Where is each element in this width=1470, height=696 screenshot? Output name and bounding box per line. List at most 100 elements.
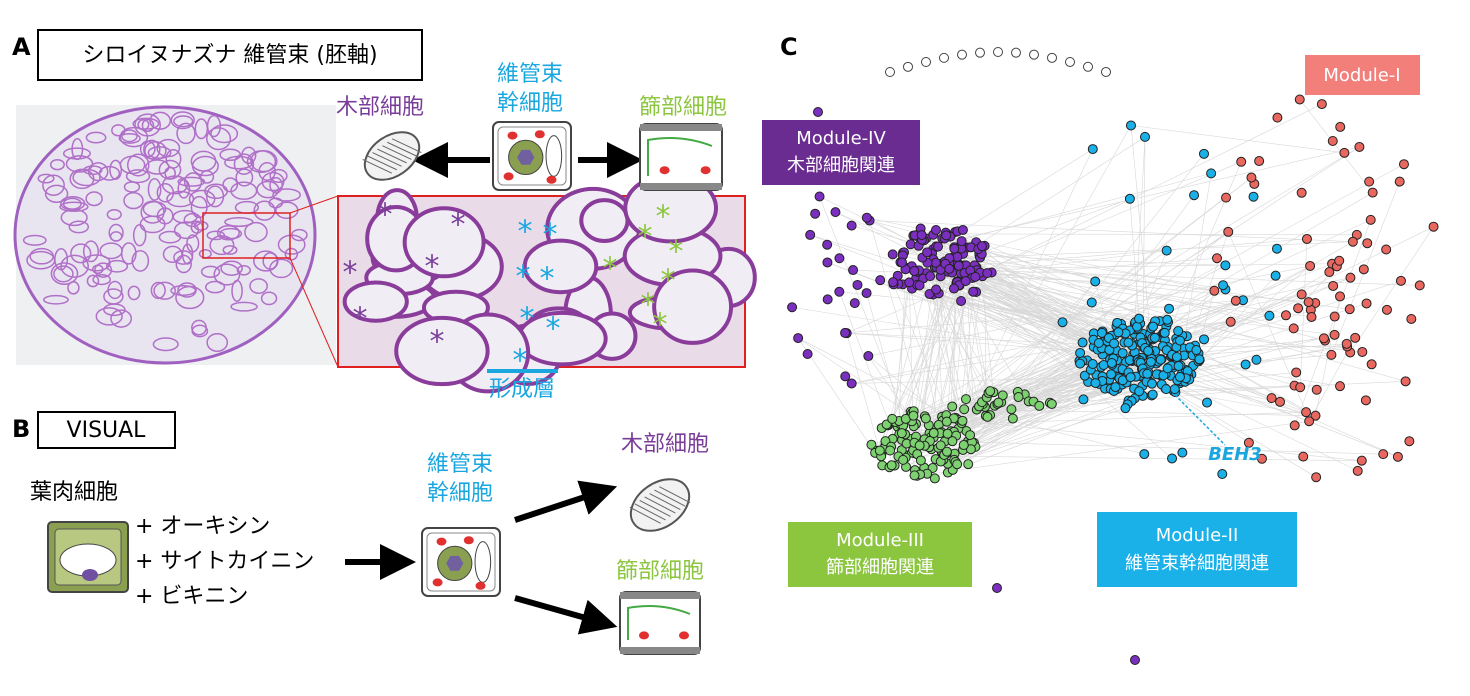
edge (1299, 238, 1308, 388)
cell-marker: * (661, 264, 676, 299)
node (1404, 436, 1415, 447)
node (1347, 236, 1358, 247)
node (968, 286, 979, 297)
node (1326, 349, 1337, 360)
node (814, 191, 825, 202)
node (997, 390, 1008, 401)
node (1206, 168, 1217, 179)
edge (1104, 219, 1371, 342)
xylem-icon (367, 155, 397, 171)
edge (1294, 219, 1371, 426)
node (1414, 280, 1425, 291)
module-name: Module-II (1156, 525, 1239, 546)
node (957, 224, 968, 235)
edge (1179, 372, 1297, 384)
module-desc: 木部細胞関連 (787, 155, 895, 176)
chloroplast (546, 175, 557, 184)
xylem-icon (387, 141, 417, 157)
node (1096, 327, 1107, 338)
node (1254, 156, 1265, 167)
edge (1130, 125, 1345, 154)
phloem-icon (619, 591, 701, 655)
cell (86, 274, 100, 288)
cell (216, 225, 240, 241)
cell (205, 280, 226, 294)
cell-marker: * (516, 260, 531, 295)
node (909, 470, 920, 481)
cell (258, 161, 276, 182)
node (1294, 94, 1305, 105)
node (1079, 370, 1090, 381)
node (1311, 384, 1322, 395)
node (1381, 244, 1392, 255)
cell (60, 208, 88, 227)
node (1106, 369, 1117, 380)
node (1125, 120, 1136, 131)
cell (269, 168, 288, 184)
node (1428, 221, 1439, 232)
node (1270, 270, 1281, 281)
cell (190, 150, 217, 172)
xylem-label: 木部細胞 (621, 432, 709, 457)
node (1139, 449, 1150, 460)
node (1365, 214, 1376, 225)
node (914, 280, 925, 291)
module-desc: 維管束幹細胞関連 (1125, 553, 1269, 574)
node (941, 446, 952, 457)
node (1173, 361, 1184, 372)
cell (241, 146, 257, 165)
cell (85, 191, 103, 207)
node (1289, 420, 1300, 431)
node (1065, 56, 1075, 67)
edge (1134, 136, 1146, 324)
node (805, 229, 816, 240)
node (1358, 264, 1369, 275)
cell (42, 174, 65, 196)
cell (103, 288, 124, 305)
node (1306, 311, 1317, 322)
node (1075, 347, 1086, 358)
node (992, 583, 1002, 593)
node (874, 445, 885, 456)
node (1109, 338, 1120, 349)
node (1194, 354, 1205, 365)
cell-marker: * (451, 208, 466, 243)
node (1264, 310, 1275, 321)
node (1271, 243, 1282, 254)
node (1335, 381, 1346, 392)
edge (1162, 161, 1242, 347)
node (948, 283, 959, 294)
node (970, 271, 981, 282)
node (1328, 280, 1339, 291)
node (1113, 327, 1124, 338)
node (1120, 403, 1131, 414)
cell (107, 280, 123, 300)
node (1334, 255, 1345, 266)
node (1327, 136, 1338, 147)
cell (127, 285, 141, 301)
xylem-icon (654, 489, 686, 507)
node (885, 445, 896, 456)
node (1146, 378, 1157, 389)
node (1366, 359, 1377, 370)
cell (579, 198, 630, 243)
node (1145, 356, 1156, 367)
node (1400, 376, 1411, 387)
module-name: Module-I (1323, 65, 1400, 86)
edge (902, 173, 1212, 256)
chloroplast (463, 536, 474, 545)
phloem-icon (627, 605, 691, 640)
node (993, 397, 1004, 408)
cell-marker: * (638, 220, 653, 255)
node (1167, 453, 1178, 464)
node (1293, 303, 1304, 314)
node (1174, 335, 1185, 346)
cell (200, 265, 221, 278)
node (975, 47, 985, 58)
node (1159, 327, 1170, 338)
cell (144, 141, 167, 161)
node (1164, 303, 1175, 314)
cell (132, 117, 160, 130)
cell-marker: * (603, 252, 618, 287)
node (1310, 410, 1321, 421)
